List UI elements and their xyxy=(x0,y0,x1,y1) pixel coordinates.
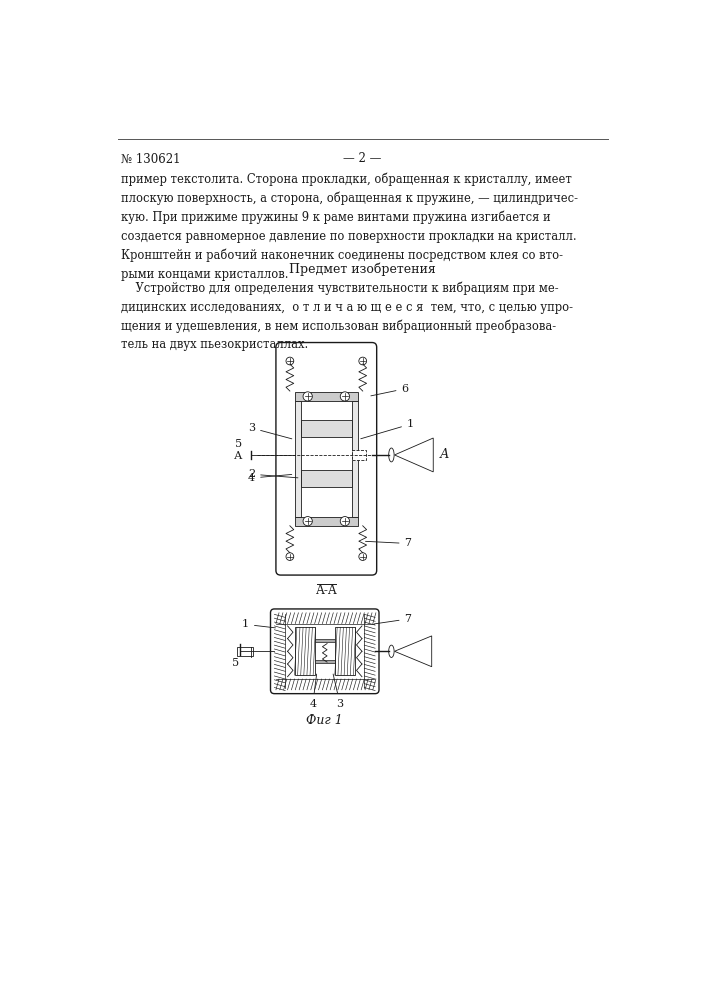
Circle shape xyxy=(359,553,367,560)
Bar xyxy=(295,627,315,675)
Bar xyxy=(300,470,352,487)
FancyBboxPatch shape xyxy=(276,343,377,575)
Bar xyxy=(300,420,352,437)
Circle shape xyxy=(286,553,293,560)
Bar xyxy=(237,647,252,656)
Text: 4: 4 xyxy=(309,674,317,709)
Text: № 130621: № 130621 xyxy=(121,152,180,165)
Bar xyxy=(315,639,335,642)
Text: А: А xyxy=(233,451,242,461)
Text: 1: 1 xyxy=(242,619,276,629)
Circle shape xyxy=(286,357,293,365)
Bar xyxy=(335,627,355,675)
Text: 1: 1 xyxy=(361,419,414,439)
Bar xyxy=(315,660,335,663)
Bar xyxy=(352,401,358,517)
FancyBboxPatch shape xyxy=(271,609,379,694)
Ellipse shape xyxy=(389,645,394,657)
Text: 3: 3 xyxy=(248,423,292,439)
Polygon shape xyxy=(395,438,433,472)
Circle shape xyxy=(359,357,367,365)
Text: 4: 4 xyxy=(248,473,292,483)
Text: Предмет изобретения: Предмет изобретения xyxy=(288,262,436,276)
Bar xyxy=(295,392,358,401)
Bar xyxy=(295,517,358,526)
Text: А: А xyxy=(440,448,449,461)
Bar xyxy=(352,450,366,460)
Text: пример текстолита. Сторона прокладки, обращенная к кристаллу, имеет
плоскую пове: пример текстолита. Сторона прокладки, об… xyxy=(121,172,578,281)
Text: Устройство для определения чувствительности к вибрациям при ме-
дицинских исслед: Устройство для определения чувствительно… xyxy=(121,282,573,351)
Text: 7: 7 xyxy=(374,614,411,624)
Text: 5: 5 xyxy=(232,658,239,668)
Text: 5: 5 xyxy=(235,439,242,449)
Text: Фиг 1: Фиг 1 xyxy=(306,714,343,727)
Text: 7: 7 xyxy=(366,538,411,548)
Ellipse shape xyxy=(389,448,394,462)
Text: А-А: А-А xyxy=(315,584,337,597)
Text: — 2 —: — 2 — xyxy=(343,152,381,165)
Circle shape xyxy=(340,517,349,526)
Circle shape xyxy=(340,392,349,401)
Polygon shape xyxy=(395,636,432,667)
Circle shape xyxy=(303,517,312,526)
Text: 2: 2 xyxy=(248,469,298,479)
Text: 3: 3 xyxy=(333,674,344,709)
Circle shape xyxy=(303,392,312,401)
Text: 6: 6 xyxy=(371,384,409,396)
Bar xyxy=(295,401,300,517)
